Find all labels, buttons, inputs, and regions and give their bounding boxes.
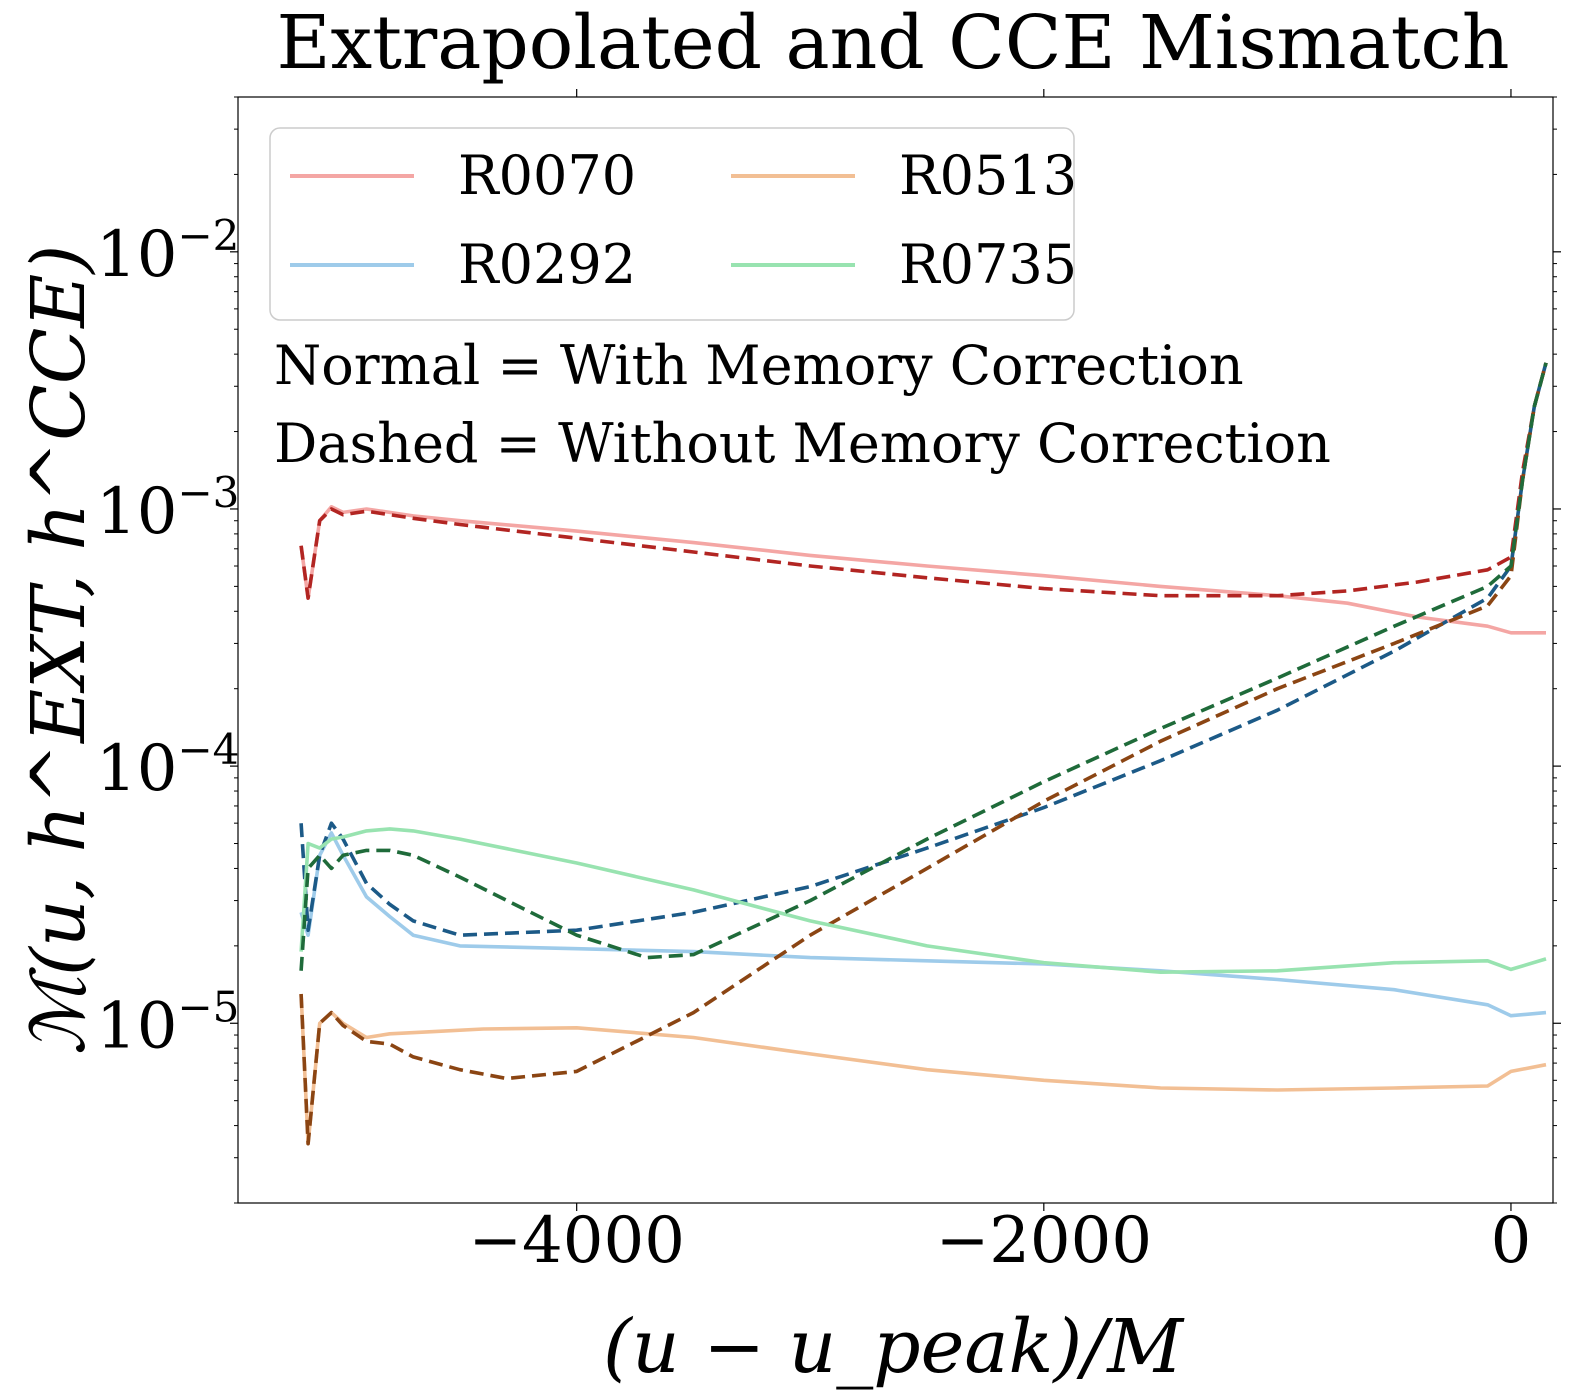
legend-label-r0070: R0070 <box>458 144 636 207</box>
y-tick-label-base: 10 <box>96 218 177 292</box>
y-tick-label-exponent: −2 <box>177 211 239 260</box>
y-tick-label-exponent: −4 <box>177 725 239 774</box>
y-tick-label: 10−2 <box>96 211 239 292</box>
y-axis-label: ℳ(u, h^EXT, h^CCE) <box>16 245 102 1055</box>
y-tick-label: 10−3 <box>96 468 239 549</box>
y-tick-label-base: 10 <box>96 475 177 549</box>
x-tick-label: −4000 <box>468 1204 685 1278</box>
annotation-dashed: Dashed = Without Memory Correction <box>274 412 1331 475</box>
x-axis-label: (u − u_peak)/M <box>603 1304 1185 1390</box>
y-tick-label-exponent: −3 <box>177 468 239 517</box>
series-line-r0735-dashed <box>299 362 1548 971</box>
y-tick-label: 10−4 <box>96 725 239 806</box>
plot-area <box>299 362 1548 1146</box>
legend-label-r0292: R0292 <box>458 233 636 296</box>
series-line-r0292-solid <box>299 831 1547 1018</box>
legend-box <box>269 127 1075 321</box>
y-tick-label: 10−5 <box>96 982 239 1063</box>
series-line-r0070-dashed <box>299 362 1548 600</box>
x-tick-label: 0 <box>1491 1204 1532 1278</box>
series-group <box>299 362 1548 1146</box>
legend-label-r0735: R0735 <box>899 233 1077 296</box>
chart-title: Extrapolated and CCE Mismatch <box>276 0 1509 86</box>
y-tick-label-exponent: −5 <box>177 982 239 1031</box>
axis-ticks: −4000 −2000 010−510−410−310−2 <box>96 89 1561 1278</box>
series-line-r0735-solid <box>299 827 1547 975</box>
y-tick-label-base: 10 <box>96 732 177 806</box>
series-line-r0070-solid <box>299 504 1546 635</box>
x-tick-label: −2000 <box>936 1204 1153 1278</box>
series-line-r0513-dashed <box>299 362 1548 1146</box>
series-line-r0513-solid <box>299 993 1547 1146</box>
legend: R0070 R0513 R0292 R0735 <box>269 127 1077 321</box>
annotation-normal: Normal = With Memory Correction <box>274 334 1244 397</box>
y-tick-label-base: 10 <box>96 989 177 1063</box>
axes-frame <box>237 96 1554 1204</box>
legend-label-r0513: R0513 <box>899 144 1077 207</box>
